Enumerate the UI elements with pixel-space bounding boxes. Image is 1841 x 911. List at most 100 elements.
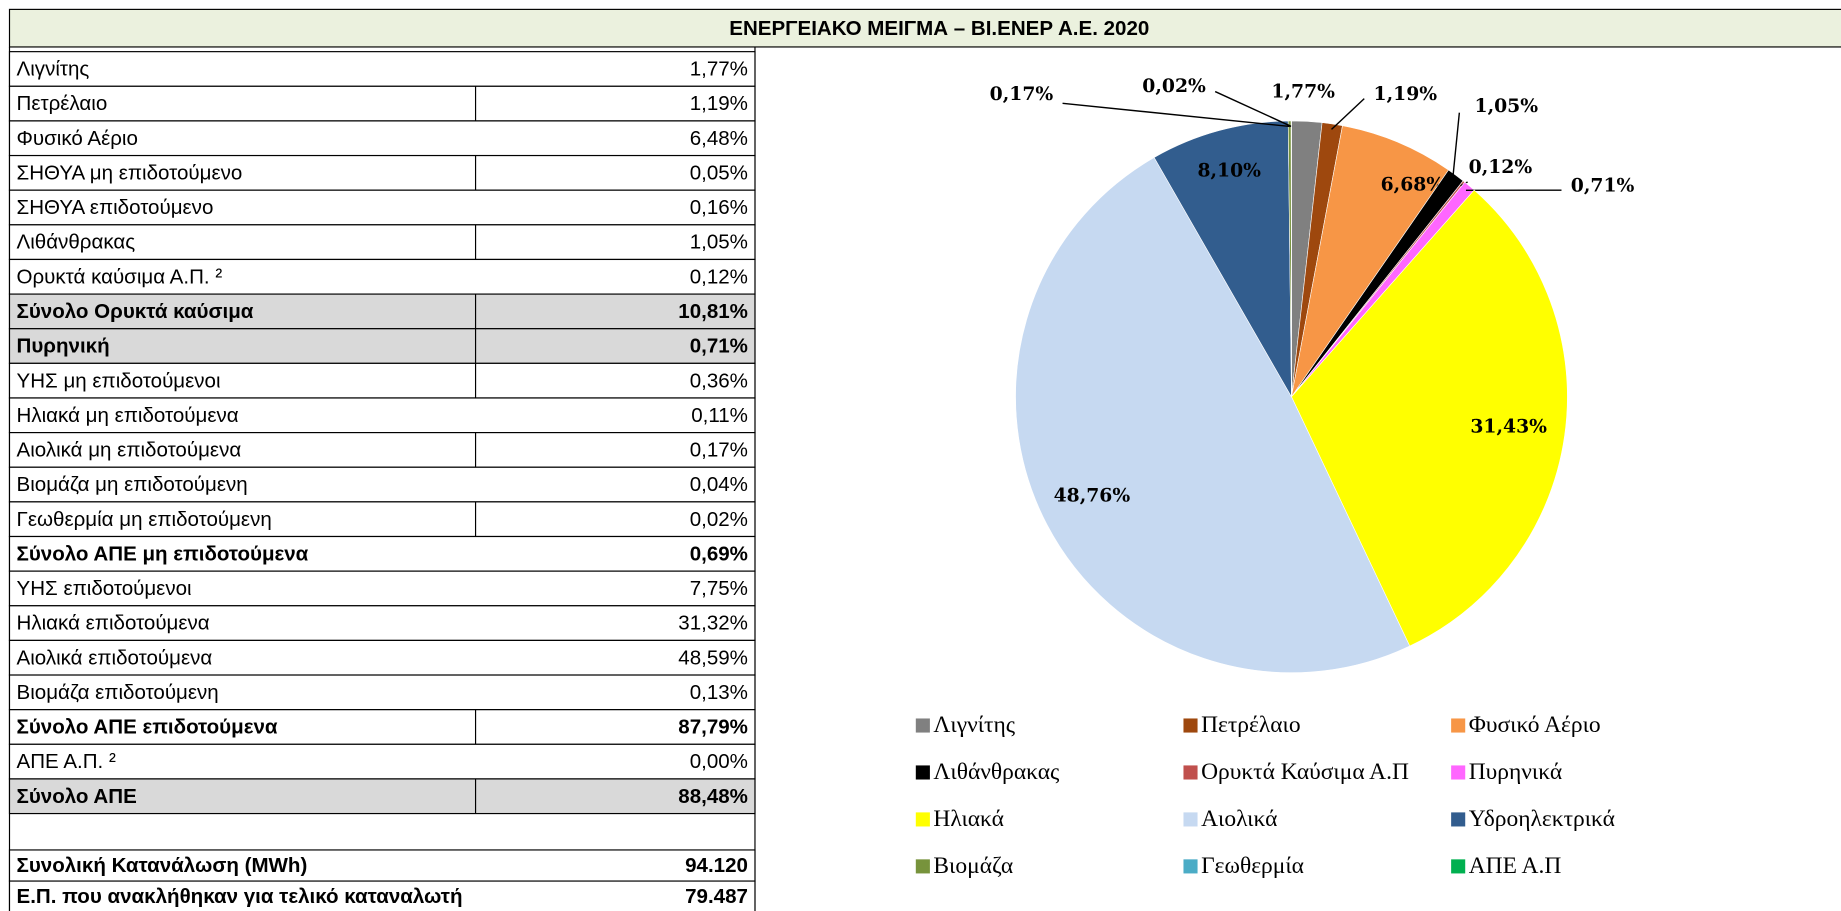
row-value: 1,05% [690, 231, 748, 254]
table-row [8, 501, 756, 538]
title: ΕΝΕΡΓΕΙΑΚΟ ΜΕΙΓΜΑ – ΒΙ.ΕΝΕΡ Α.Ε. 2020 [729, 17, 1149, 40]
row-value: 48,59% [678, 646, 748, 669]
data-label: 1,77% [1271, 81, 1335, 103]
row-label: Ηλιακά επιδοτούμενα [17, 612, 210, 635]
data-label: 0,17% [990, 83, 1054, 105]
row-label: Σύνολο ΑΠΕ [17, 785, 137, 808]
table-row [8, 154, 756, 191]
data-label: 0,12% [1469, 156, 1533, 178]
pie-slice [1015, 157, 1411, 673]
row-value: 31,32% [678, 612, 748, 635]
table-row [8, 432, 756, 468]
data-label: 0,71% [1571, 175, 1635, 197]
legend-swatch [915, 812, 930, 827]
row-value: 1,77% [690, 58, 748, 81]
summary-value: 79.487 [685, 885, 748, 908]
legend-label: Πετρέλαιο [1201, 712, 1301, 738]
legend-swatch [915, 765, 930, 780]
legend-label: Λιθάνθρακας [933, 759, 1060, 785]
row-label: Σύνολο Ορυκτά καύσιμα [17, 300, 254, 323]
pie-slice [1291, 189, 1568, 647]
legend-swatch [915, 718, 930, 733]
legend-swatch [1451, 859, 1466, 874]
row-label: Σύνολο ΑΠΕ μη επιδοτούμενα [17, 542, 309, 565]
data-label: 48,76% [1054, 485, 1131, 507]
row-label: Βιομάζα μη επιδοτούμενη [17, 473, 248, 496]
summary-label: Συνολική Κατανάλωση (MWh) [17, 854, 308, 877]
row-value: 0,71% [690, 335, 748, 358]
row-label: Πυρηνική [17, 335, 110, 358]
legend-swatch [1451, 765, 1466, 780]
table-row [8, 293, 756, 330]
legend-swatch [1451, 812, 1466, 827]
summary-value: 94.120 [685, 854, 748, 877]
row-value: 10,81% [678, 300, 748, 323]
table-row [8, 85, 756, 122]
row-label: ΥΗΣ επιδοτούμενοι [17, 577, 192, 600]
row-value: 0,05% [690, 161, 748, 184]
legend-label: ΑΠΕ Α.Π [1469, 853, 1562, 879]
summary-row [8, 849, 756, 882]
row-value: 0,11% [691, 404, 748, 427]
row-label: Λιγνίτης [17, 58, 90, 81]
legend-label: Ορυκτά Καύσιμα Α.Π [1201, 759, 1409, 785]
table-row [8, 674, 756, 711]
table-row [8, 362, 756, 399]
leader-line [1331, 98, 1365, 130]
legend-label: Αιολικά [1201, 806, 1277, 832]
row-value: 0,17% [690, 439, 748, 462]
legend-label: Γεωθερμία [1201, 853, 1304, 879]
summary-row [8, 880, 756, 911]
data-label: 0,02% [1142, 75, 1206, 97]
data-label: 1,19% [1374, 83, 1438, 105]
legend-label: Υδροηλεκτρικά [1469, 806, 1615, 832]
legend-label: Ηλιακά [933, 806, 1004, 832]
row-value: 7,75% [690, 577, 748, 600]
row-label: Πετρέλαιο [17, 92, 108, 115]
table-row [8, 639, 756, 676]
data-label: 31,43% [1470, 415, 1547, 437]
title-bar [8, 8, 1841, 48]
table-row [8, 189, 756, 226]
pie-slice [1291, 125, 1449, 397]
row-value: 1,19% [690, 92, 748, 115]
row-label: Ορυκτά καύσιμα Α.Π. ² [17, 265, 223, 288]
leader-line [1062, 102, 1290, 128]
row-label: Αιολικά μη επιδοτούμενα [17, 439, 242, 462]
row-value: 0,02% [690, 508, 748, 531]
row-label: Λιθάνθρακας [17, 231, 136, 254]
row-label: Γεωθερμία μη επιδοτούμενη [17, 508, 272, 531]
row-label: Ηλιακά μη επιδοτούμενα [17, 404, 239, 427]
legend-label: Πυρηνικά [1469, 759, 1562, 785]
legend-swatch [1183, 718, 1198, 733]
legend-swatch [1183, 859, 1198, 874]
legend-swatch [915, 859, 930, 874]
pie-slice [1153, 120, 1292, 398]
row-value: 88,48% [678, 785, 748, 808]
table-row [8, 535, 756, 572]
row-value: 87,79% [678, 716, 748, 739]
row-label: Σύνολο ΑΠΕ επιδοτούμενα [17, 716, 278, 739]
leader-line [1214, 90, 1292, 128]
table-row [8, 778, 756, 815]
row-label: ΣΗΘΥΑ μη επιδοτούμενο [17, 161, 243, 184]
row-value: 0,36% [690, 369, 748, 392]
table-row [8, 397, 756, 434]
row-label: Βιομάζα επιδοτούμενη [17, 681, 219, 704]
data-label: 8,10% [1197, 159, 1261, 181]
row-value: 0,13% [690, 681, 748, 704]
legend-label: Βιομάζα [933, 853, 1013, 879]
data-label: 6,68% [1381, 173, 1445, 195]
row-value: 0,00% [690, 750, 748, 773]
legend-swatch [1451, 718, 1466, 733]
row-label: ΑΠΕ Α.Π. ² [17, 750, 116, 773]
row-value: 6,48% [690, 127, 748, 150]
legend-swatch [1183, 812, 1198, 827]
table-row [8, 51, 756, 87]
legend-label: Λιγνίτης [933, 712, 1015, 738]
row-value: 0,16% [690, 196, 748, 219]
table-row [8, 328, 756, 364]
legend-swatch [1183, 765, 1198, 780]
row-value: 0,04% [690, 473, 748, 496]
